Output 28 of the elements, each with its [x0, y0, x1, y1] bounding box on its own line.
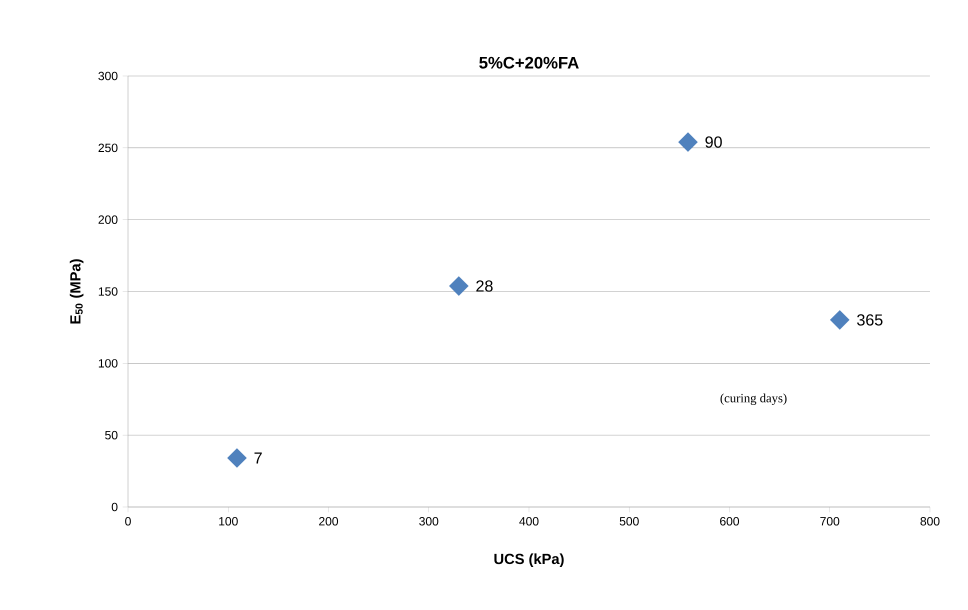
y-tick-label: 100: [98, 359, 118, 368]
x-tick-label: 700: [820, 517, 840, 526]
y-tick-label: 50: [105, 430, 118, 440]
x-tick-label: 400: [519, 517, 539, 526]
x-tick-label: 600: [720, 517, 740, 526]
y-tick-label: 200: [98, 215, 118, 224]
x-tick-label: 800: [920, 517, 940, 526]
y-axis-title: E$_{50}$ (MPa): [70, 259, 84, 324]
y-tick-label: 0: [112, 502, 118, 512]
y-tick-label: 300: [98, 72, 118, 80]
x-tick-label: 100: [219, 517, 238, 526]
x-tick-label: 200: [319, 517, 338, 526]
x-tick-label: 500: [620, 517, 639, 526]
y-tick-label: 150: [98, 287, 118, 296]
x-tick-label: 0: [125, 517, 131, 526]
annotation: 28: [476, 280, 493, 292]
annotation: 365: [857, 314, 882, 326]
x-axis-title: UCS (kPa): [494, 553, 564, 568]
y-tick-label: 250: [98, 144, 118, 152]
chart-title: 5%C+20%FA: [479, 56, 579, 69]
point: [227, 448, 247, 468]
point: [678, 132, 698, 152]
x-tick-label: 300: [419, 517, 438, 526]
annotation: 90: [705, 136, 722, 148]
point: [449, 276, 469, 296]
annotation: 7: [254, 452, 262, 464]
annotation: (curing days): [720, 393, 787, 406]
point: [830, 310, 850, 330]
